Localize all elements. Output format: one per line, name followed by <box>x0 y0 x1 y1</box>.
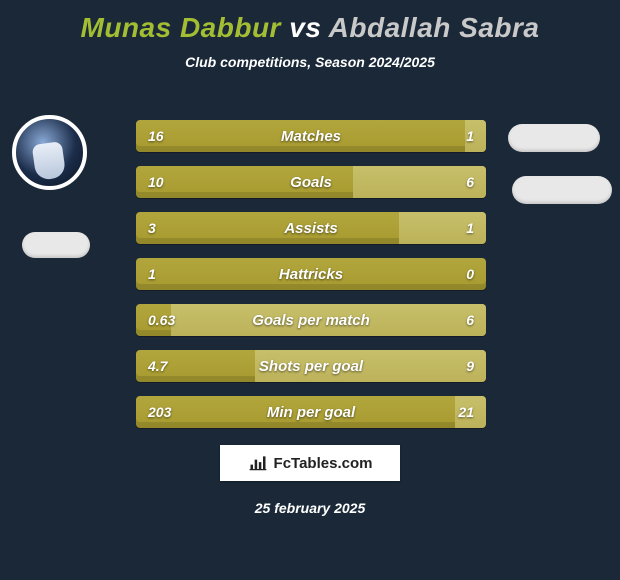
stat-metric-label: Shots per goal <box>136 350 486 382</box>
bar-row: 0.636Goals per match <box>136 304 486 336</box>
chart-icon <box>248 453 268 473</box>
player2-avatar-placeholder <box>508 124 600 152</box>
page-title: Munas Dabbur vs Abdallah Sabra <box>0 0 620 44</box>
stat-metric-label: Assists <box>136 212 486 244</box>
bar-row: 4.79Shots per goal <box>136 350 486 382</box>
bar-row: 10Hattricks <box>136 258 486 290</box>
bar-row: 106Goals <box>136 166 486 198</box>
stat-metric-label: Hattricks <box>136 258 486 290</box>
bar-row: 31Assists <box>136 212 486 244</box>
player2-club-badge <box>512 176 612 204</box>
logo-text: FcTables.com <box>274 455 373 472</box>
bar-row: 161Matches <box>136 120 486 152</box>
fctables-logo: FcTables.com <box>220 445 400 481</box>
player1-club-badge <box>22 232 90 258</box>
comparison-chart: 161Matches 106Goals 31Assists 10Hattricks 0.… <box>136 120 486 442</box>
subtitle: Club competitions, Season 2024/2025 <box>0 54 620 70</box>
stat-metric-label: Min per goal <box>136 396 486 428</box>
player1-avatar <box>12 115 87 190</box>
vs-text: vs <box>289 12 321 43</box>
bar-row: 20321Min per goal <box>136 396 486 428</box>
stat-metric-label: Matches <box>136 120 486 152</box>
stat-metric-label: Goals <box>136 166 486 198</box>
stat-metric-label: Goals per match <box>136 304 486 336</box>
player2-name: Abdallah Sabra <box>329 12 540 43</box>
date-text: 25 february 2025 <box>0 500 620 516</box>
player1-name: Munas Dabbur <box>81 12 281 43</box>
